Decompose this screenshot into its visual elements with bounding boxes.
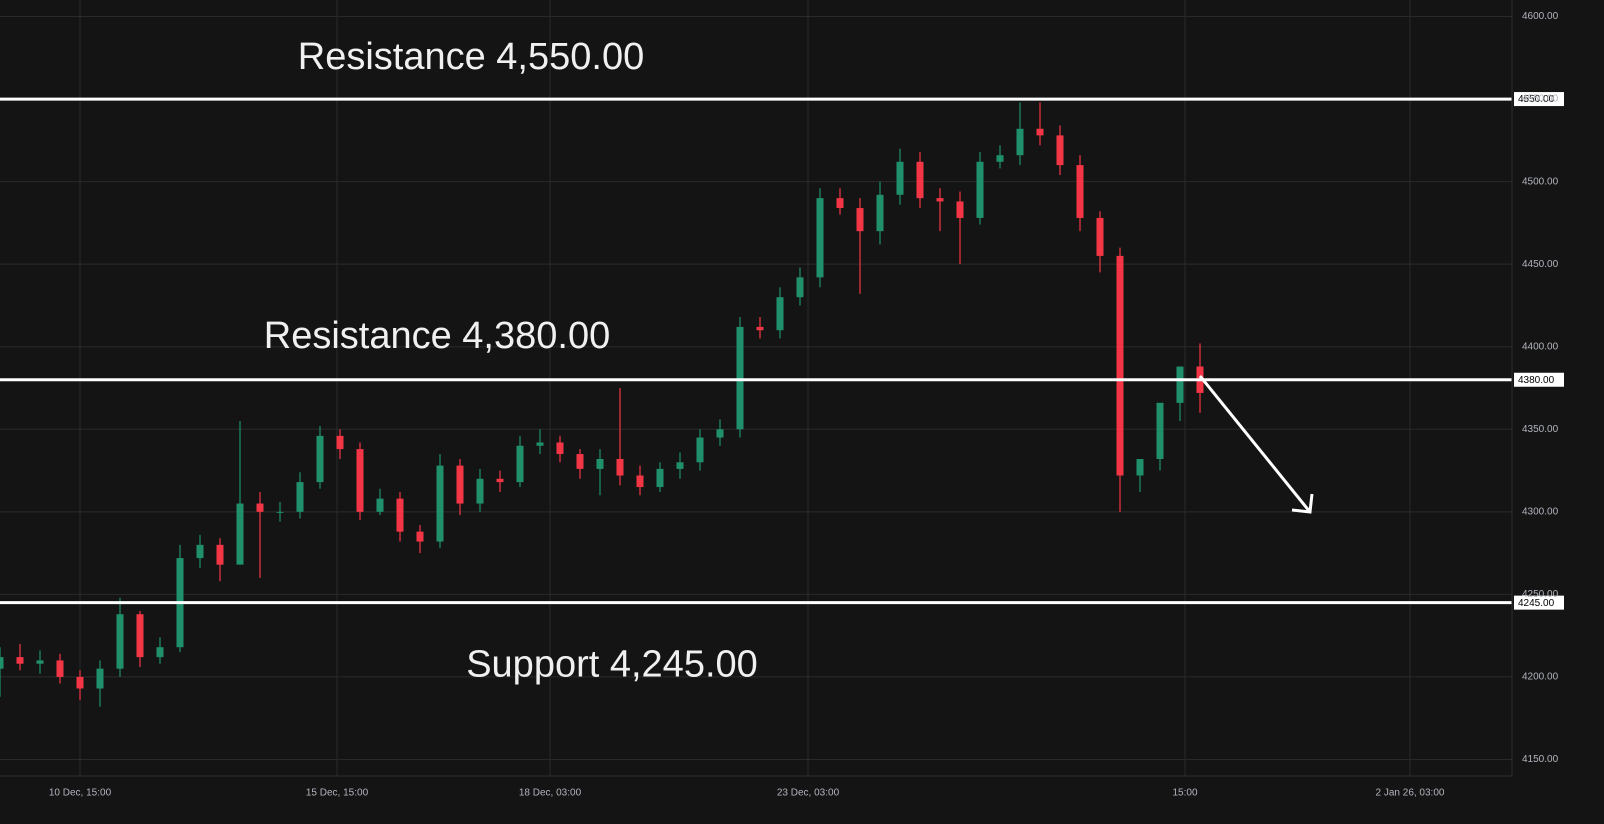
x-tick-label: 18 Dec, 03:00 [519,788,582,799]
candle-body [416,531,424,542]
x-tick-label: 15 Dec, 15:00 [306,788,369,799]
candle-body [556,442,564,455]
y-tick-label: 4350.00 [1522,424,1559,435]
candle-body [796,277,804,298]
candle-body [756,326,764,331]
level-label: Support 4,245.00 [466,644,758,686]
arrow-head [1291,493,1314,514]
candle-body [1076,165,1084,218]
levels: 4550.00 Resistance 4,550.00 4380.00 Resista… [0,36,1564,686]
candle-body [1036,128,1044,136]
candle-body [316,435,324,483]
candle-body [336,435,344,450]
candle-body [776,297,784,331]
x-tick-label: 2 Jan 26, 03:00 [1376,788,1445,799]
candle-body [936,198,944,202]
candle-body [476,478,484,504]
candle-body [0,657,4,669]
candle-body [916,161,924,199]
candle-body [616,458,624,476]
candle-body [596,458,604,469]
candle-body [576,454,584,469]
level-tag [1514,595,1564,610]
candle-body [1096,217,1104,256]
candle-body [816,198,824,278]
candle-body [876,194,884,232]
y-tick-label: 4200.00 [1522,672,1559,683]
candle-body [216,544,224,565]
level-tag [1514,372,1564,387]
candles [0,102,1204,707]
candle-body [256,503,264,512]
candle-body [196,544,204,559]
level-tag [1514,92,1564,107]
candle-body [896,161,904,195]
candle-body [1156,402,1164,459]
candle-body [456,465,464,504]
candle-body [96,668,104,689]
candle-body [976,161,984,218]
candle-body [496,478,504,483]
candle-body [636,475,644,488]
candle-body [296,482,304,512]
candle-body [1116,255,1124,476]
candle-body [236,503,244,565]
candle-body [696,437,704,463]
level-tag-label: 4245.00 [1518,598,1555,609]
candle-body [956,201,964,218]
candle-body [56,660,64,677]
arrow-shaft [1198,375,1312,513]
y-tick-label: 4450.00 [1522,259,1559,270]
x-tick-label: 23 Dec, 03:00 [777,788,840,799]
candle-body [396,498,404,532]
x-tick-label: 10 Dec, 15:00 [49,788,112,799]
y-tick-label: 4300.00 [1522,506,1559,517]
candle-body [376,498,384,512]
level-label: Resistance 4,380.00 [264,315,610,357]
level-tag-label: 4380.00 [1518,375,1555,386]
forecast-arrow [1198,375,1314,514]
y-tick-label: 4400.00 [1522,341,1559,352]
level-tag-label: 4550.00 [1518,94,1555,105]
candle-body [436,465,444,542]
candle-body [996,155,1004,162]
grid [0,0,1512,776]
axes: 4150.00 4200.00 4250.00 4300.00 4350.00 4400.… [49,11,1559,798]
level-label: Resistance 4,550.00 [298,36,644,78]
candle-body [1016,128,1024,156]
candle-body [356,449,364,512]
candle-body [156,647,164,658]
candle-body [676,462,684,469]
y-tick-label: 4550.00 [1522,94,1559,105]
candle-body [276,511,284,513]
candle-body [536,442,544,446]
candle-body [856,208,864,232]
candle-body [136,614,144,658]
y-tick-label: 4500.00 [1522,176,1559,187]
candle-body [1136,458,1144,476]
y-tick-label: 4600.00 [1522,11,1559,22]
candle-body [656,468,664,488]
x-tick-label: 15:00 [1172,788,1197,799]
candle-body [1056,135,1064,166]
candle-body [516,445,524,483]
candle-body [76,676,84,689]
candle-body [116,614,124,669]
candle-body [16,657,24,664]
candle-body [716,429,724,438]
y-tick-label: 4250.00 [1522,589,1559,600]
candle-body [36,660,44,664]
y-tick-label: 4150.00 [1522,754,1559,765]
candle-body [736,326,744,430]
candle-body [1176,366,1184,403]
candle-body [836,198,844,209]
